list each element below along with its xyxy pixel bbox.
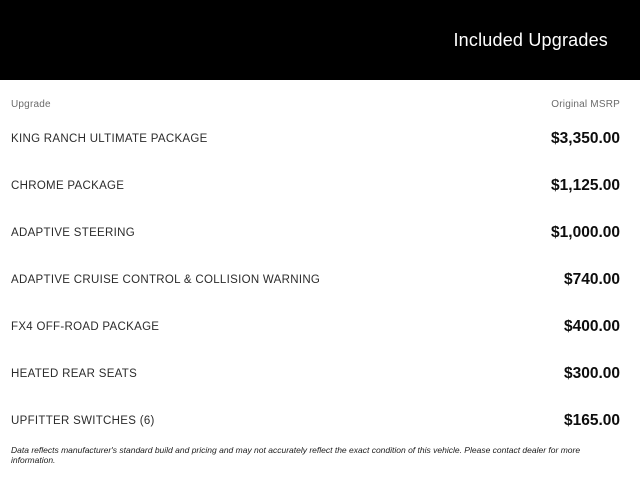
upgrade-name: ADAPTIVE CRUISE CONTROL & COLLISION WARN…	[11, 273, 321, 286]
table-row: ADAPTIVE STEERING $1,000.00	[11, 209, 620, 256]
table-column-headers: Upgrade Original MSRP	[11, 80, 620, 115]
upgrade-msrp: $300.00	[563, 364, 620, 382]
upgrade-name: ADAPTIVE STEERING	[11, 226, 135, 239]
page-title: Included Upgrades	[453, 29, 608, 50]
table-body: KING RANCH ULTIMATE PACKAGE $3,350.00 CHRO…	[11, 115, 620, 444]
table-row: CHROME PACKAGE $1,125.00	[11, 162, 620, 209]
table-row: UPFITTER SWITCHES (6) $165.00	[11, 397, 620, 444]
table-row: ADAPTIVE CRUISE CONTROL & COLLISION WARN…	[11, 256, 620, 303]
upgrade-name: FX4 OFF-ROAD PACKAGE	[11, 320, 160, 333]
column-header-upgrade: Upgrade	[11, 99, 51, 110]
header-bar: Included Upgrades	[0, 0, 640, 80]
upgrade-name: HEATED REAR SEATS	[11, 367, 138, 380]
upgrade-name: UPFITTER SWITCHES (6)	[11, 414, 155, 427]
table-row: KING RANCH ULTIMATE PACKAGE $3,350.00	[11, 115, 620, 162]
table-row: HEATED REAR SEATS $300.00	[11, 350, 620, 397]
upgrade-msrp: $740.00	[563, 270, 620, 288]
upgrade-name: KING RANCH ULTIMATE PACKAGE	[11, 132, 208, 145]
upgrade-msrp: $1,000.00	[551, 223, 620, 241]
upgrade-msrp: $165.00	[563, 411, 620, 429]
upgrade-msrp: $400.00	[563, 317, 620, 335]
upgrade-msrp: $3,350.00	[551, 129, 620, 147]
disclaimer-text: Data reflects manufacturer's standard bu…	[11, 445, 581, 465]
upgrades-table: Upgrade Original MSRP KING RANCH ULTIMAT…	[0, 80, 640, 465]
upgrade-msrp: $1,125.00	[551, 176, 620, 194]
table-row: FX4 OFF-ROAD PACKAGE $400.00	[11, 303, 620, 350]
upgrade-name: CHROME PACKAGE	[11, 179, 125, 192]
column-header-msrp: Original MSRP	[551, 99, 620, 110]
